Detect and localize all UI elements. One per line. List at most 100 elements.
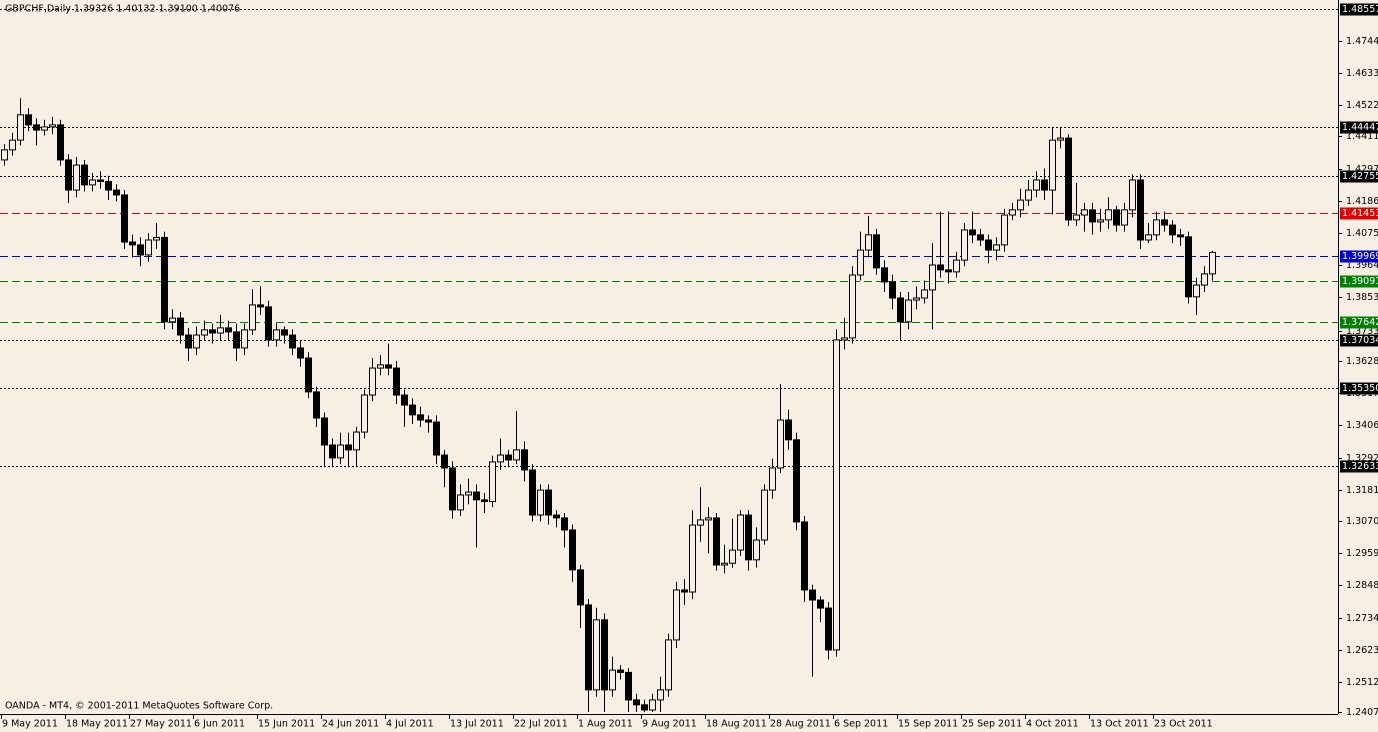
candle-body: [625, 671, 632, 701]
candle-body: [961, 229, 968, 261]
candle-body: [57, 124, 64, 161]
candle-body: [273, 329, 280, 341]
y-tick-label: 1.46337: [1346, 68, 1378, 79]
x-tick-label: 13 Jul 2011: [450, 719, 504, 730]
candle-body: [1193, 284, 1200, 298]
candle-body: [801, 521, 808, 591]
candle-body: [505, 454, 512, 461]
candle-body: [817, 599, 824, 609]
level-label-box: [1340, 170, 1378, 183]
candle-body: [161, 236, 168, 323]
candle-body: [337, 444, 344, 459]
candle-body: [1153, 219, 1160, 236]
candle-body: [897, 297, 904, 323]
y-tick-label: 1.30707: [1346, 516, 1378, 527]
candle-body: [937, 264, 944, 271]
level-label-box: [1340, 382, 1378, 395]
candle-body: [881, 267, 888, 283]
candle-body: [257, 304, 264, 308]
candle-body: [289, 334, 296, 349]
annotation: OANDA - MT4, © 2001-2011 MetaQuotes Soft…: [5, 701, 273, 712]
candle-body: [633, 699, 640, 706]
candle-body: [857, 249, 864, 276]
y-tick-label: 1.39647: [1346, 260, 1378, 271]
candle-body: [233, 331, 240, 349]
candle-body: [889, 281, 896, 299]
candle-body: [121, 194, 128, 243]
candle-body: [905, 299, 912, 323]
candle-body: [1073, 214, 1080, 221]
candle-body: [585, 604, 592, 691]
candle-body: [377, 364, 384, 369]
chart-title: GBPCHF,Daily 1.39326 1.40132 1.39100 1.4…: [5, 4, 240, 15]
candle-body: [729, 549, 736, 564]
x-tick-label: 4 Oct 2011: [1026, 719, 1079, 730]
candle-body: [697, 519, 704, 526]
candle-body: [81, 164, 88, 186]
candle-body: [657, 689, 664, 701]
candle-body: [705, 517, 712, 521]
candle-body: [465, 491, 472, 496]
candle-body: [689, 524, 696, 593]
candle-body: [721, 562, 728, 566]
y-tick-label: 1.27347: [1346, 613, 1378, 624]
candle-body: [129, 241, 136, 246]
x-tick-label: 9 May 2011: [2, 719, 58, 730]
candle-body: [97, 179, 104, 182]
candle-body: [105, 180, 112, 191]
candle-body: [1177, 234, 1184, 238]
level-label-box: [1340, 121, 1378, 134]
y-tick-label: 1.42977: [1346, 164, 1378, 175]
y-tick-label: 1.26237: [1346, 645, 1378, 656]
candle-body: [193, 334, 200, 349]
candle-body: [33, 124, 40, 131]
candle-body: [929, 264, 936, 291]
candle-body: [1, 149, 8, 161]
candle-body: [177, 317, 184, 336]
candle-body: [513, 449, 520, 461]
x-tick-label: 4 Jul 2011: [386, 719, 434, 730]
candle-body: [1057, 137, 1064, 141]
candle-body: [841, 337, 848, 341]
candle-body: [1129, 179, 1136, 211]
candle-body: [209, 329, 216, 334]
candle-body: [473, 491, 480, 501]
candle-body: [753, 539, 760, 561]
candle-body: [713, 517, 720, 566]
candle-body: [241, 329, 248, 349]
level-label: 1.48557: [1342, 4, 1378, 15]
candle-body: [201, 329, 208, 336]
candle-body: [153, 236, 160, 241]
candle-body: [601, 619, 608, 691]
candle-body: [353, 431, 360, 451]
y-tick-label: 1.41867: [1346, 196, 1378, 207]
candle-body: [873, 234, 880, 269]
candle-body: [265, 306, 272, 341]
level-label: 1.35350: [1342, 383, 1378, 394]
candle-body: [1009, 209, 1016, 216]
y-tick-label: 1.47447: [1346, 36, 1378, 47]
candle-body: [217, 327, 224, 334]
candle-body: [145, 239, 152, 256]
candle-body: [297, 347, 304, 359]
candle-body: [1105, 209, 1112, 221]
x-tick-label: 18 Aug 2011: [706, 719, 767, 730]
level-label: 1.37034: [1342, 335, 1378, 346]
candle-body: [561, 517, 568, 531]
candle-body: [345, 444, 352, 451]
candle-body: [393, 367, 400, 396]
y-tick-label: 1.24070: [1346, 707, 1378, 718]
candle-body: [769, 467, 776, 491]
candle-body: [441, 454, 448, 469]
y-tick-label: 1.40757: [1346, 228, 1378, 239]
candle-body: [49, 124, 56, 128]
candle-body: [321, 417, 328, 446]
candle-body: [609, 669, 616, 691]
y-tick-label: 1.32927: [1346, 453, 1378, 464]
candle-body: [497, 454, 504, 463]
candle-body: [73, 164, 80, 191]
candle-body: [225, 327, 232, 333]
candle-body: [1137, 179, 1144, 241]
x-tick-label: 25 Sep 2011: [962, 719, 1022, 730]
